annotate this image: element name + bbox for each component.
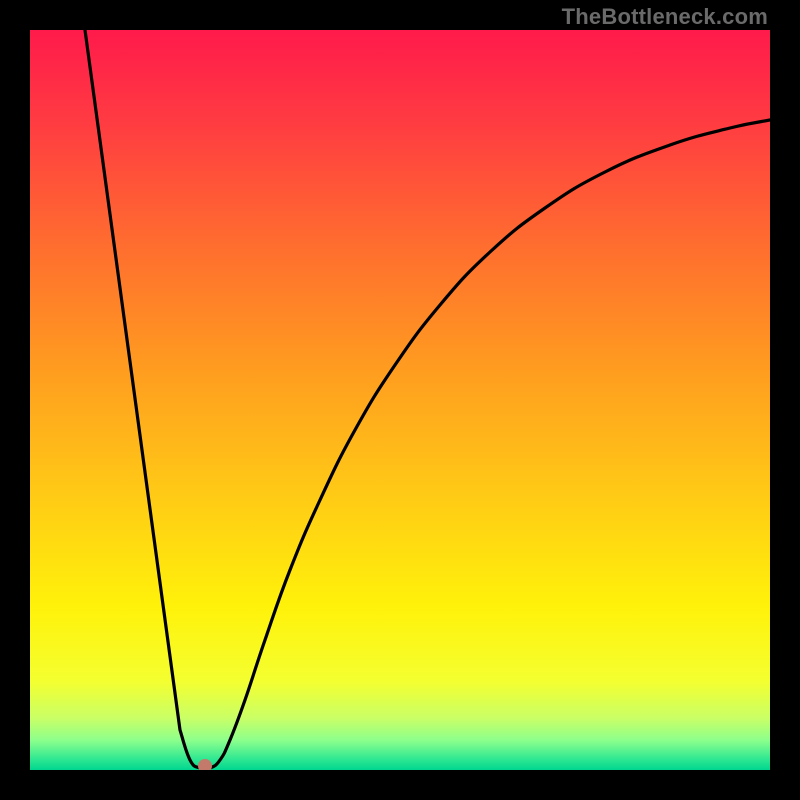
watermark-text: TheBottleneck.com xyxy=(562,4,768,30)
plot-area xyxy=(30,30,770,770)
bottleneck-curve xyxy=(85,30,770,769)
curve-layer xyxy=(30,30,770,770)
chart-frame: TheBottleneck.com xyxy=(0,0,800,800)
minimum-marker xyxy=(198,759,212,770)
